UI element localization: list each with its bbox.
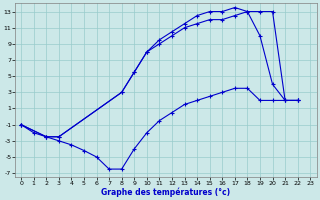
X-axis label: Graphe des températures (°c): Graphe des températures (°c) xyxy=(101,187,230,197)
